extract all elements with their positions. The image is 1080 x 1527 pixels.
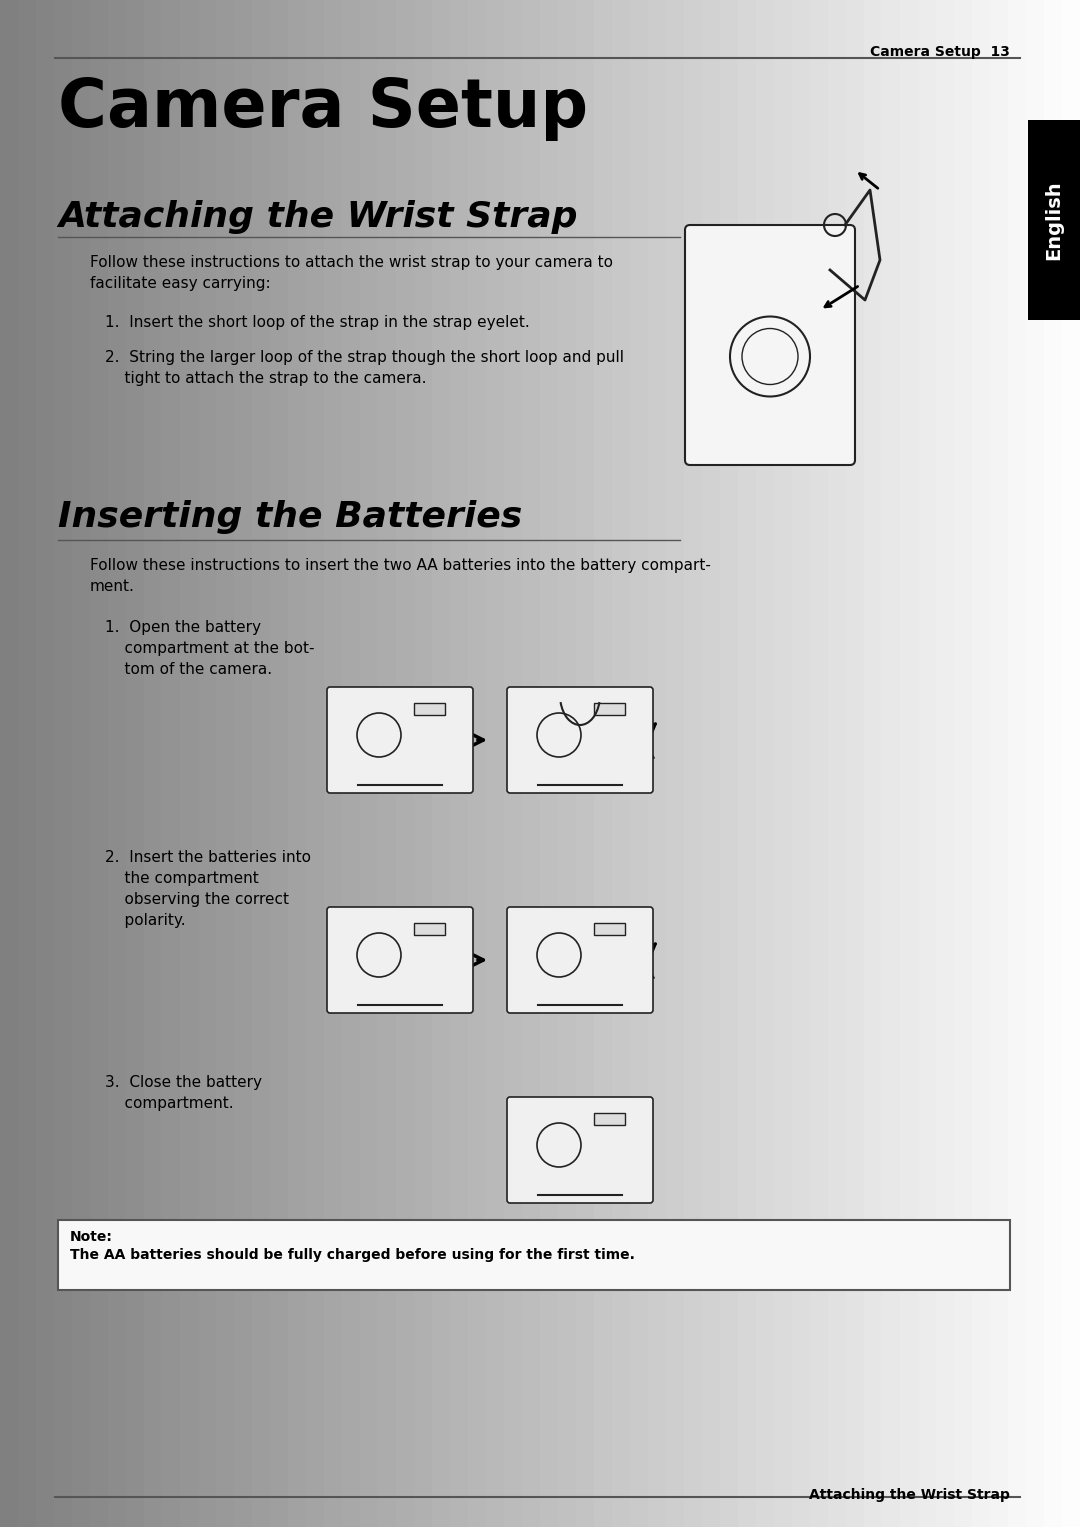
Bar (324, 0, 343, 1527)
Text: Camera Setup  13: Camera Setup 13 (870, 44, 1010, 60)
Text: Camera Setup: Camera Setup (58, 75, 589, 140)
Bar (594, 1113, 625, 1125)
Bar (504, 0, 523, 1527)
Bar (846, 0, 865, 1527)
Text: Inserting the Batteries: Inserting the Batteries (58, 499, 523, 534)
Bar (396, 0, 415, 1527)
Bar (1044, 0, 1063, 1527)
Bar (90, 0, 109, 1527)
Bar (108, 0, 127, 1527)
Text: 1.  Open the battery
    compartment at the bot-
    tom of the camera.: 1. Open the battery compartment at the b… (105, 620, 314, 676)
Bar (36, 0, 55, 1527)
Bar (810, 0, 829, 1527)
Bar (702, 0, 721, 1527)
Bar (864, 0, 883, 1527)
Bar (18, 0, 37, 1527)
Bar (918, 0, 937, 1527)
Bar (54, 0, 73, 1527)
Bar (1028, 121, 1080, 321)
Bar (162, 0, 181, 1527)
Bar (972, 0, 991, 1527)
Bar (126, 0, 145, 1527)
Bar (270, 0, 289, 1527)
Bar (414, 702, 445, 715)
Bar (594, 702, 625, 715)
Bar (828, 0, 847, 1527)
FancyBboxPatch shape (507, 687, 653, 793)
Text: English: English (1044, 180, 1064, 260)
Text: The AA batteries should be fully charged before using for the first time.: The AA batteries should be fully charged… (70, 1248, 635, 1261)
Bar (144, 0, 163, 1527)
Bar (594, 0, 613, 1527)
Bar (558, 0, 577, 1527)
Bar (360, 0, 379, 1527)
Text: 3.  Close the battery
    compartment.: 3. Close the battery compartment. (105, 1075, 262, 1112)
Text: Note:: Note: (70, 1231, 113, 1245)
FancyBboxPatch shape (327, 907, 473, 1012)
Bar (990, 0, 1009, 1527)
Bar (72, 0, 91, 1527)
Bar (936, 0, 955, 1527)
Bar (1008, 0, 1027, 1527)
Bar (666, 0, 685, 1527)
Text: Attaching the Wrist Strap: Attaching the Wrist Strap (809, 1487, 1010, 1503)
Bar (306, 0, 325, 1527)
FancyBboxPatch shape (685, 224, 855, 466)
Bar (288, 0, 307, 1527)
Text: 2.  Insert the batteries into
    the compartment
    observing the correct
    : 2. Insert the batteries into the compart… (105, 851, 311, 928)
Bar (342, 0, 361, 1527)
Bar (234, 0, 253, 1527)
Bar (774, 0, 793, 1527)
Text: Follow these instructions to insert the two AA batteries into the battery compar: Follow these instructions to insert the … (90, 557, 711, 594)
Bar (648, 0, 667, 1527)
Bar (720, 0, 739, 1527)
Bar (954, 0, 973, 1527)
Bar (414, 922, 445, 935)
Bar (378, 0, 397, 1527)
Bar (432, 0, 451, 1527)
Bar (1062, 0, 1080, 1527)
FancyBboxPatch shape (507, 1096, 653, 1203)
Bar (630, 0, 649, 1527)
Bar (1026, 0, 1045, 1527)
Bar (180, 0, 199, 1527)
Bar (468, 0, 487, 1527)
Text: 1.  Insert the short loop of the strap in the strap eyelet.: 1. Insert the short loop of the strap in… (105, 315, 530, 330)
Bar (252, 0, 271, 1527)
Bar (58, 1220, 1010, 1290)
Bar (900, 0, 919, 1527)
Bar (612, 0, 631, 1527)
Bar (684, 0, 703, 1527)
Bar (216, 0, 235, 1527)
Text: 2.  String the larger loop of the strap though the short loop and pull
    tight: 2. String the larger loop of the strap t… (105, 350, 624, 386)
Bar (198, 0, 217, 1527)
Bar (540, 0, 559, 1527)
Bar (450, 0, 469, 1527)
Bar (576, 0, 595, 1527)
Text: Attaching the Wrist Strap: Attaching the Wrist Strap (58, 200, 578, 234)
Bar (522, 0, 541, 1527)
Bar (738, 0, 757, 1527)
Bar (594, 922, 625, 935)
Bar (486, 0, 505, 1527)
Bar (0, 0, 19, 1527)
FancyBboxPatch shape (327, 687, 473, 793)
Bar (414, 0, 433, 1527)
Text: Follow these instructions to attach the wrist strap to your camera to
facilitate: Follow these instructions to attach the … (90, 255, 613, 292)
Bar (756, 0, 775, 1527)
Bar (792, 0, 811, 1527)
FancyBboxPatch shape (507, 907, 653, 1012)
Bar (882, 0, 901, 1527)
